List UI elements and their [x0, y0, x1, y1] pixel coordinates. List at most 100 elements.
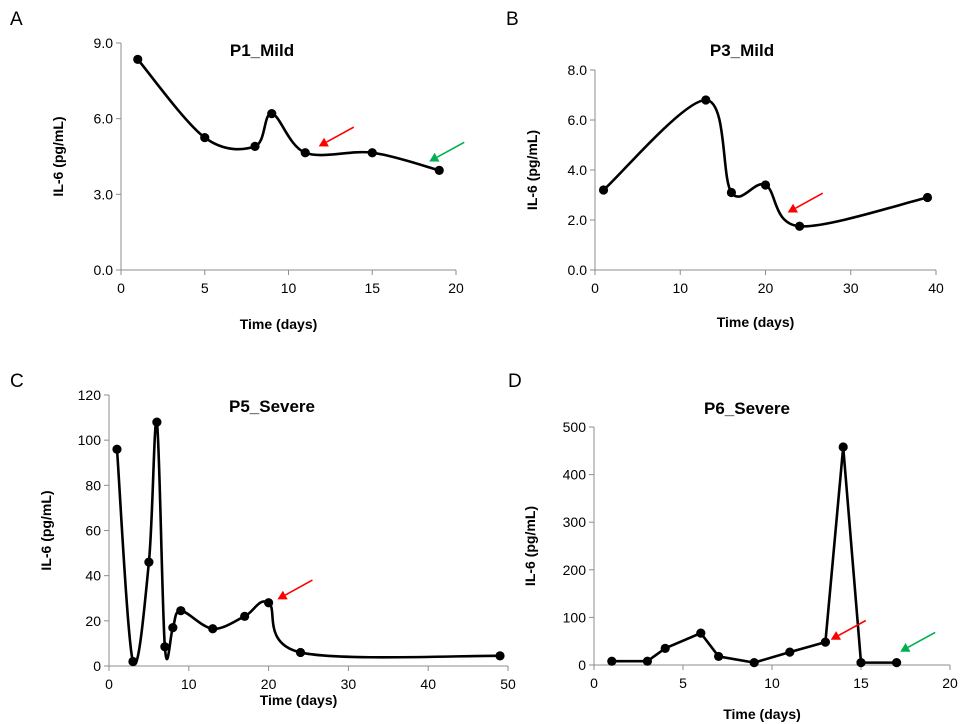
y-tick-label: 40: [85, 568, 101, 584]
data-point: [795, 221, 805, 231]
arrow-shaft: [326, 126, 355, 143]
red-arrow-annotation: [830, 619, 867, 640]
y-tick-label: 0.0: [568, 262, 588, 278]
x-axis-title: Time (days): [717, 314, 795, 330]
y-tick-label: 2.0: [568, 212, 588, 228]
x-tick-label: 50: [500, 676, 516, 692]
x-tick-label: 20: [448, 280, 464, 296]
x-tick-label: 15: [364, 280, 380, 296]
data-point: [160, 642, 170, 652]
chart-panel-a: A P1_Mild 0.0 3.0 6.0 9.0 0 5 10 15 20 Time (days) I…: [10, 9, 465, 332]
data-point: [250, 141, 260, 152]
y-tick-label: 4.0: [568, 162, 588, 178]
chart-title: P6_Severe: [704, 399, 790, 418]
x-axis-title: Time (days): [240, 316, 318, 332]
arrow-shaft: [838, 619, 867, 637]
green-arrow-annotation: [900, 631, 936, 652]
data-point: [295, 647, 306, 658]
panel-letter: A: [10, 9, 23, 30]
x-tick-label: 30: [341, 676, 357, 692]
data-point: [696, 628, 706, 638]
x-axis-title: Time (days): [723, 706, 801, 722]
x-axis-title: Time (days): [260, 692, 338, 708]
arrow-shaft: [907, 631, 936, 649]
x-tick-label: 0: [591, 280, 599, 296]
y-tick-label: 6.0: [568, 112, 588, 128]
data-point: [598, 185, 609, 195]
data-point: [208, 624, 218, 634]
y-tick-label: 0.0: [94, 262, 114, 278]
chart-title: P1_Mild: [230, 41, 294, 60]
data-point: [300, 148, 310, 158]
series-line: [602, 98, 929, 228]
data-point: [838, 442, 848, 452]
data-point: [856, 658, 866, 668]
x-tick-label: 10: [672, 280, 688, 296]
data-point: [749, 658, 759, 668]
y-tick-label: 200: [563, 562, 587, 578]
x-tick-label: 0: [105, 676, 113, 692]
y-axis-title: IL-6 (pg/mL): [50, 116, 66, 196]
x-tick-label: 40: [420, 676, 436, 692]
x-tick-label: 40: [928, 280, 944, 296]
chart-title: P5_Severe: [229, 397, 315, 416]
x-tick-label: 20: [942, 675, 958, 691]
y-tick-label: 0: [578, 657, 586, 673]
arrow-head: [277, 590, 288, 600]
red-arrow-annotation: [787, 192, 824, 213]
data-point: [240, 611, 250, 621]
chart-panel-d: D P6_Severe 0 100 200 300 400 500 0 5 10 15 20 Time (…: [508, 371, 958, 722]
data-point: [660, 643, 670, 653]
y-tick-label: 60: [85, 523, 101, 539]
green-arrow-annotation: [429, 141, 465, 162]
x-tick-label: 0: [590, 675, 598, 691]
y-tick-label: 120: [78, 387, 102, 403]
y-tick-label: 0: [93, 658, 101, 674]
data-point: [495, 651, 505, 661]
data-point: [726, 187, 737, 198]
y-axis-title: IL-6 (pg/mL): [524, 130, 540, 210]
arrow-head: [318, 137, 329, 147]
y-tick-label: 80: [85, 477, 101, 493]
data-point: [714, 651, 724, 662]
y-axis-title: IL-6 (pg/mL): [38, 490, 54, 570]
y-tick-label: 100: [563, 609, 587, 625]
data-point: [760, 180, 771, 190]
x-tick-label: 10: [764, 675, 780, 691]
y-tick-label: 20: [85, 613, 101, 629]
data-point: [892, 658, 902, 668]
arrow-shaft: [436, 141, 465, 158]
arrow-head: [830, 631, 841, 640]
data-point: [922, 192, 933, 203]
y-axis-title: IL-6 (pg/mL): [522, 506, 538, 586]
x-tick-label: 10: [281, 280, 297, 296]
y-tick-label: 500: [563, 419, 587, 435]
series-line: [610, 445, 898, 664]
x-tick-label: 10: [181, 676, 197, 692]
x-tick-label: 5: [201, 280, 209, 296]
red-arrow-annotation: [318, 126, 355, 147]
chart-panel-c: C P5_Severe 0 20 40 60 80 100 120 0 10 20 30 40 50 Time…: [10, 371, 516, 708]
panel-letter: B: [506, 9, 519, 30]
x-tick-label: 15: [853, 675, 869, 691]
data-point: [200, 132, 210, 143]
data-point: [267, 109, 277, 119]
arrow-head: [787, 203, 798, 213]
x-tick-label: 0: [117, 280, 125, 296]
y-tick-label: 400: [563, 467, 587, 483]
y-tick-label: 8.0: [568, 62, 588, 78]
data-point: [176, 606, 186, 616]
data-point: [133, 54, 143, 64]
arrow-shaft: [284, 579, 313, 596]
red-arrow-annotation: [277, 579, 313, 600]
data-point: [112, 444, 122, 454]
data-point: [128, 656, 138, 667]
data-point: [607, 656, 617, 666]
series-line: [115, 419, 502, 666]
data-point: [264, 598, 274, 608]
arrow-head: [429, 152, 440, 162]
chart-title: P3_Mild: [710, 41, 774, 60]
y-tick-label: 300: [563, 514, 587, 530]
arrow-shaft: [795, 192, 824, 209]
x-tick-label: 30: [843, 280, 859, 296]
